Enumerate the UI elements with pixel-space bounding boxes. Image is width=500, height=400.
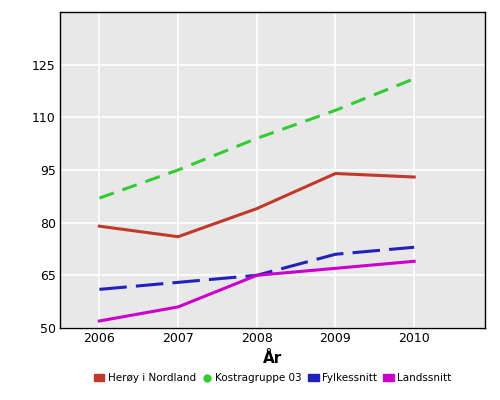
Legend: Herøy i Nordland, Kostragruppe 03, Fylkessnitt, Landssnitt: Herøy i Nordland, Kostragruppe 03, Fylke…: [90, 369, 455, 388]
X-axis label: År: År: [263, 351, 282, 366]
